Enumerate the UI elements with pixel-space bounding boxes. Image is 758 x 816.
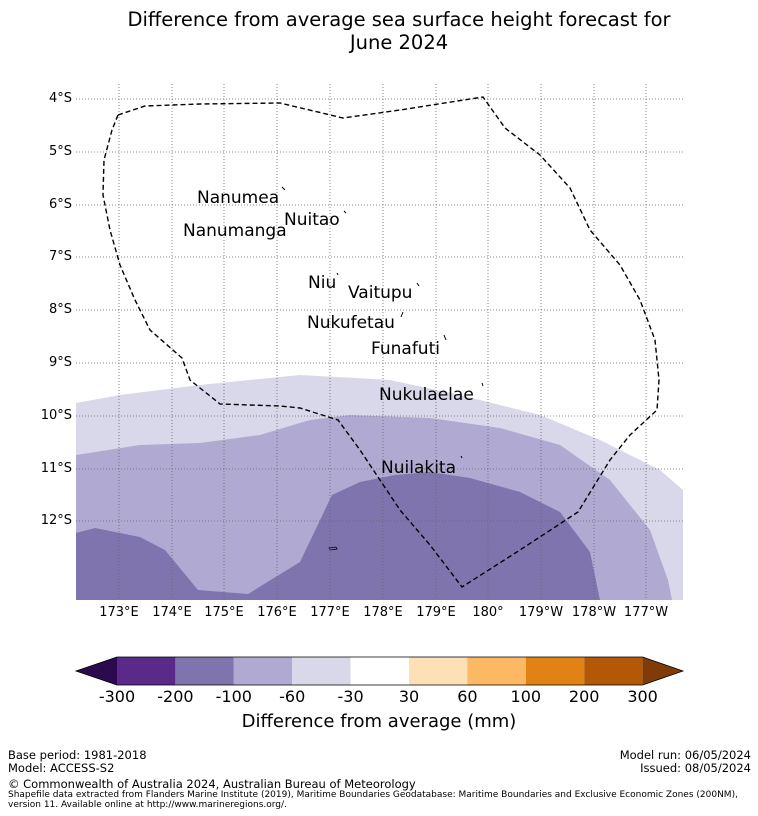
- eez-boundary: [102, 96, 660, 588]
- colorbar-extend-low: [76, 657, 117, 685]
- colorbar-label: Difference from average (mm): [241, 711, 517, 732]
- longitude-gridlines: [118, 84, 647, 600]
- island-marks: [281, 186, 484, 459]
- place-label-nanumanga: Nanumanga: [183, 221, 287, 241]
- colorbar-segment-7: [467, 657, 526, 685]
- colorbar-tick-60: 60: [457, 687, 478, 706]
- lon-label-178e: 178°E: [363, 605, 403, 620]
- place-label-nuitao: Nuitao: [284, 210, 340, 230]
- lat-label-8s: 8°S: [48, 302, 72, 317]
- lon-label-173e: 173°E: [99, 605, 139, 620]
- colorbar-tick-300: 300: [627, 687, 658, 706]
- base-period-text: Base period: 1981-2018: [8, 748, 147, 762]
- latitude-gridlines: [76, 98, 683, 522]
- lat-label-7s: 7°S: [48, 249, 72, 264]
- place-label-vaitupu: Vaitupu: [348, 283, 413, 303]
- colorbar-tick-200: 200: [568, 687, 600, 706]
- lat-label-5s: 5°S: [48, 144, 72, 159]
- place-label-nuilakita: Nuilakita: [381, 458, 457, 478]
- chart-title-line1: Difference from average sea surface heig…: [127, 8, 671, 31]
- lon-label-179e: 179°E: [416, 605, 456, 620]
- colorbar-segment-3: [233, 657, 293, 685]
- lat-label-10s: 10°S: [40, 408, 72, 423]
- colorbar-segment-8: [525, 657, 585, 685]
- place-label-nukufetau: Nukufetau: [307, 313, 395, 333]
- issued-text: Issued: 08/05/2024: [640, 761, 751, 775]
- colorbar-segment-1: [117, 657, 176, 685]
- lon-label-177w: 177°W: [623, 605, 669, 620]
- colorbar-tick-m60: -60: [279, 687, 306, 706]
- chart-title-line2: June 2024: [349, 31, 449, 54]
- colorbar-segment-6: [409, 657, 468, 685]
- lon-label-179w: 179°W: [518, 605, 564, 620]
- colorbar-tick-100: 100: [510, 687, 542, 706]
- model-text: Model: ACCESS-S2: [8, 761, 115, 775]
- anomaly-band-dark: [76, 472, 600, 600]
- colorbar-tick-m100: -100: [215, 687, 252, 706]
- colorbar: [74, 656, 685, 686]
- shapefile-credit-line2: version 11. Available online at http://w…: [8, 800, 287, 810]
- colorbar-tick-m200: -200: [157, 687, 194, 706]
- lat-label-12s: 12°S: [40, 513, 72, 528]
- lon-label-178w: 178°W: [571, 605, 617, 620]
- lon-label-177e: 177°E: [310, 605, 350, 620]
- colorbar-extend-high: [642, 657, 683, 685]
- colorbar-tick-m300: -300: [98, 687, 136, 706]
- lon-label-175e: 175°E: [204, 605, 244, 620]
- model-run-text: Model run: 06/05/2024: [619, 748, 751, 762]
- lon-label-176e: 176°E: [257, 605, 297, 620]
- colorbar-segment-5: [350, 657, 409, 685]
- shapefile-credit-line1: Shapefile data extracted from Flanders M…: [8, 790, 738, 800]
- lat-label-6s: 6°S: [48, 197, 72, 212]
- colorbar-segment-9: [584, 657, 643, 685]
- lat-label-9s: 9°S: [48, 355, 72, 370]
- colorbar-segment-2: [175, 657, 234, 685]
- place-label-funafuti: Funafuti: [371, 339, 440, 359]
- colorbar-tick-m30: -30: [337, 687, 364, 706]
- copyright-text: © Commonwealth of Australia 2024, Austra…: [8, 777, 416, 791]
- place-label-nukulaelae: Nukulaelae: [379, 385, 474, 405]
- lon-label-180: 180°: [472, 605, 504, 620]
- lon-label-174e: 174°E: [152, 605, 192, 620]
- chart-title: Difference from average sea surface heig…: [0, 8, 758, 54]
- lat-label-4s: 4°S: [48, 91, 72, 106]
- colorbar-outline: [74, 656, 685, 686]
- colorbar-segment-4: [292, 657, 351, 685]
- lat-label-11s: 11°S: [40, 461, 72, 476]
- place-label-nanumea: Nanumea: [197, 188, 280, 208]
- colorbar-tick-30: 30: [398, 687, 420, 706]
- place-label-niu: Niu: [308, 273, 337, 293]
- shapefile-credit: Shapefile data extracted from Flanders M…: [8, 790, 756, 810]
